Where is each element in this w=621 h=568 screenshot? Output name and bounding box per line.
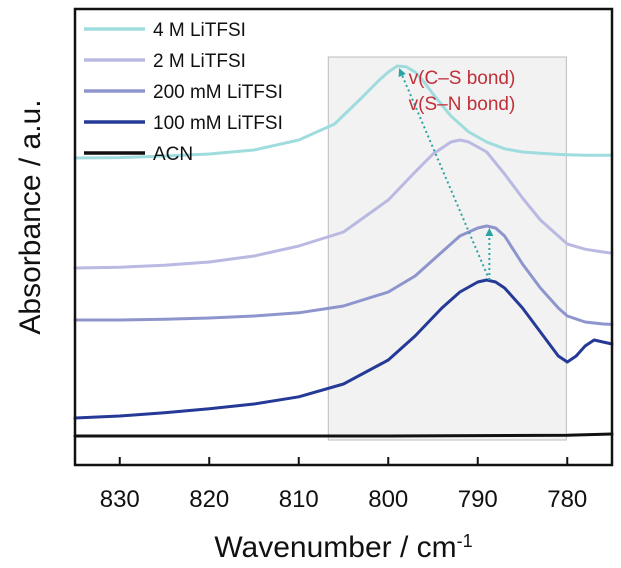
shift-arrow-1 [398,68,491,281]
x-axis-title-superscript: -1 [457,531,473,551]
annotation-1: v(C–S bond) [409,68,516,89]
plot-area [75,9,612,465]
x-axis-title: Wavenumber / cm-1 [214,531,472,564]
x-tick-label-810: 810 [279,486,319,513]
x-tick-label-820: 820 [189,486,229,513]
x-axis-ticks: 830 820 810 800 790 780 [100,457,587,513]
y-axis-title: Absorbance / a.u. [14,99,47,334]
plot-frame [73,7,614,467]
legend-label-4: 100 mM LiTFSI [153,113,283,134]
legend-label-2: 2 M LiTFSI [153,51,246,72]
legend-label-3: 200 mM LiTFSI [153,82,283,103]
annotation-2: v(S–N bond) [409,94,516,115]
series-layer [73,64,614,438]
x-tick-label-790: 790 [458,486,498,513]
series-line-2 [73,138,614,270]
x-axis-title-main: Wavenumber / cm [214,531,456,564]
legend-label-5: ACN [153,144,193,165]
x-tick-label-830: 830 [100,486,140,513]
annotation-layer: v(C–S bond) v(S–N bond) [409,68,516,115]
arrow-layer [398,68,494,281]
series-line-5 [73,432,614,438]
legend-label-1: 4 M LiTFSI [153,20,246,41]
series-line-4 [73,278,614,420]
series-line-1 [73,64,614,160]
x-tick-label-780: 780 [547,486,587,513]
series-line-3 [73,224,614,326]
legend: 4 M LiTFSI 2 M LiTFSI 200 mM LiTFSI 100 mM … [84,20,283,165]
x-tick-label-800: 800 [368,486,408,513]
